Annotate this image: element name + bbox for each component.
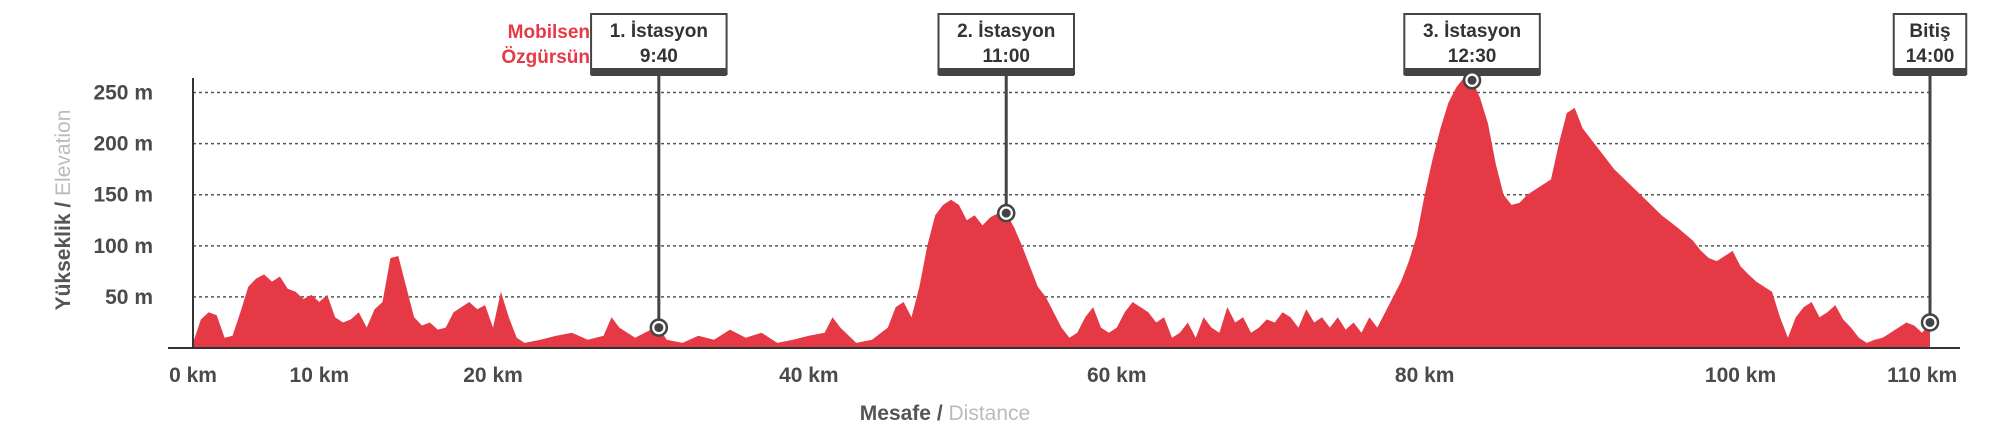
station-dot-inner	[654, 323, 664, 333]
station-box-base	[938, 68, 1074, 76]
x-axis-title-sep: /	[931, 402, 949, 425]
station-dot-inner	[1925, 317, 1935, 327]
y-tick-label: 50 m	[105, 286, 153, 309]
x-axis-title: Mesafe / Distance	[860, 402, 1030, 425]
station-time: 11:00	[982, 46, 1030, 67]
station-time: 12:30	[1448, 46, 1497, 67]
brand-line-2: Özgürsün	[501, 47, 590, 68]
elevation-area	[193, 77, 1930, 348]
station-marker-3: 3. İstasyon 12:30	[1403, 13, 1541, 90]
station-marker-1: 1. İstasyon 9:40	[590, 13, 728, 337]
station-marker-4: Bitiş 14:00	[1892, 13, 1968, 332]
axis-layer: 50 m 100 m 150 m 200 m 250 m 0 km 10 km 20 km 40…	[93, 78, 1960, 387]
y-axis-title-sub: Elevation	[52, 110, 75, 196]
x-axis-title-sub: Distance	[949, 402, 1031, 425]
station-name: 1. İstasyon	[610, 21, 708, 42]
brand-line-1: Mobilsen	[508, 22, 590, 43]
x-axis-title-main: Mesafe	[860, 402, 931, 425]
x-tick-label: 40 km	[779, 364, 839, 387]
station-name: 2. İstasyon	[957, 21, 1055, 42]
station-dot-inner	[1001, 208, 1011, 218]
station-time: 14:00	[1906, 46, 1955, 67]
station-dot-inner	[1467, 75, 1477, 85]
area-layer	[193, 77, 1930, 348]
station-layer: 1. İstasyon 9:40 2. İstasyon 11:00 3. İstasy…	[590, 13, 1968, 337]
y-tick-label: 200 m	[93, 133, 153, 156]
x-tick-label: 100 km	[1705, 364, 1776, 387]
x-tick-label: 60 km	[1087, 364, 1147, 387]
y-tick-label: 100 m	[93, 235, 153, 258]
station-time: 9:40	[640, 46, 678, 67]
x-tick-label: 10 km	[290, 364, 350, 387]
station-box-base	[1893, 68, 1967, 76]
x-tick-label: 20 km	[463, 364, 523, 387]
brand-layer: Mobilsen Özgürsün	[501, 22, 590, 68]
y-axis-title: Yükseklik / Elevation	[52, 110, 75, 311]
x-tick-label: 0 km	[169, 364, 217, 387]
station-name: 3. İstasyon	[1423, 21, 1521, 42]
station-box	[1403, 13, 1541, 75]
y-axis-title-sep: /	[52, 196, 75, 214]
title-layer: Mesafe / Distance Yükseklik / Elevation	[52, 110, 1030, 425]
x-tick-label: 80 km	[1395, 364, 1455, 387]
y-axis-title-main: Yükseklik	[52, 213, 75, 310]
station-name: Bitiş	[1909, 21, 1950, 42]
station-box	[1892, 13, 1968, 75]
station-marker-2: 2. İstasyon 11:00	[937, 13, 1075, 223]
y-tick-label: 250 m	[93, 82, 153, 105]
y-tick-label: 150 m	[93, 184, 153, 207]
station-box-base	[591, 68, 727, 76]
x-tick-label: 110 km	[1887, 364, 1957, 387]
station-box	[590, 13, 728, 75]
